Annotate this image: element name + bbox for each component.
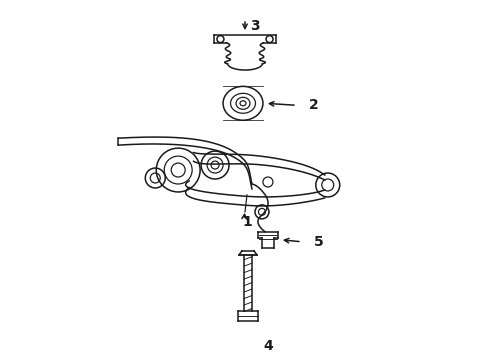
Text: 3: 3 (250, 19, 260, 32)
Text: 4: 4 (263, 339, 273, 354)
Text: 2: 2 (309, 98, 318, 112)
Text: 1: 1 (242, 215, 252, 229)
Text: 5: 5 (314, 235, 323, 249)
